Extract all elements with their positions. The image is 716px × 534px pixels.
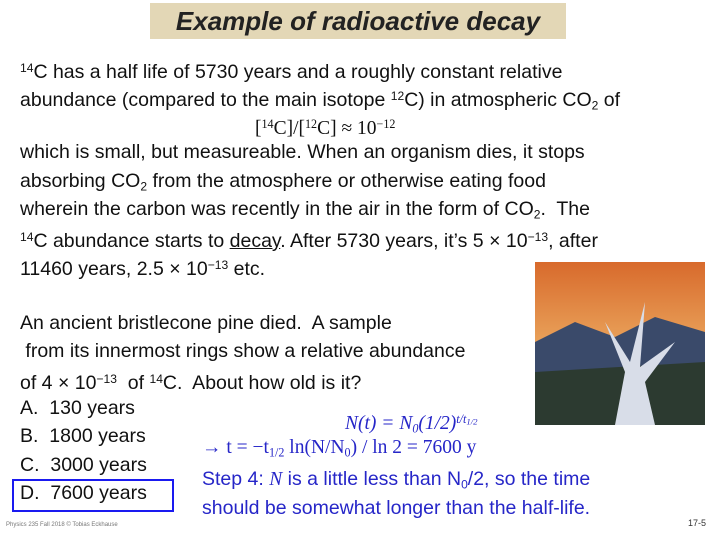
option-letter: D.: [20, 482, 40, 504]
option-text: 3000 years: [50, 454, 147, 476]
text-line: abundance (compared to the main isotope …: [20, 82, 620, 120]
text: etc.: [228, 258, 266, 281]
text: 2: [533, 207, 541, 222]
text: 14: [20, 61, 34, 75]
text: −13: [207, 258, 229, 272]
title: Example of radioactive decay: [175, 6, 541, 36]
text: 11460 years, 2.5 × 10: [20, 258, 208, 281]
text: C]/[: [273, 118, 305, 140]
text: −13: [96, 372, 117, 386]
title-banner: [150, 3, 566, 39]
text-line: 11460 years, 2.5 × 10−13 etc.: [20, 251, 265, 283]
text: of 4 × 10: [20, 372, 97, 395]
text: → t = −t: [202, 437, 269, 458]
text: . After 5730 years, it’s 5 × 10: [280, 230, 528, 253]
text-line: An ancient bristlecone pine died. A samp…: [20, 309, 392, 337]
text: 1/2: [268, 445, 285, 460]
option-letter: C.: [20, 454, 40, 476]
text: [: [255, 118, 262, 140]
option: A. 130 years: [20, 394, 135, 422]
text: absorbing CO: [20, 170, 141, 192]
formula: → t = −t1/2 ln(N/N0) / ln 2 = 7600 y: [202, 434, 476, 467]
text: 0: [461, 477, 468, 492]
formula: N(t) = N0(1/2)t/t1/2: [345, 405, 478, 443]
option: B. 1800 years: [20, 422, 146, 450]
text: 2: [140, 179, 148, 194]
text-line: absorbing CO2 from the atmosphere or oth…: [20, 167, 546, 201]
text: C) in atmospheric CO: [404, 89, 592, 112]
text: 0: [412, 421, 419, 436]
text: 1/2: [466, 416, 478, 427]
option-text: 130 years: [49, 397, 135, 419]
text: 0: [344, 445, 351, 460]
text: of: [598, 89, 621, 112]
text: C] ≈ 10: [317, 118, 377, 140]
text: N(t) = N: [345, 413, 413, 435]
text-line: from its innermost rings show a relative…: [20, 337, 465, 365]
text-line: should be somewhat longer than the half-…: [202, 494, 590, 522]
text: 14: [20, 230, 34, 244]
text: 2: [591, 98, 599, 113]
text-line: wherein the carbon was recently in the a…: [20, 195, 590, 229]
text: from its innermost rings show a relative…: [20, 340, 466, 362]
text: 12: [305, 117, 318, 131]
text: t/t: [456, 412, 467, 426]
option-letter: B.: [20, 425, 39, 447]
option: C. 3000 years: [20, 451, 147, 479]
text: 12: [390, 89, 405, 103]
bristlecone-pine-photo: [535, 262, 705, 425]
text: 14: [261, 117, 274, 131]
text: −12: [376, 117, 396, 131]
text-line: 14C abundance starts to decay. After 573…: [20, 223, 598, 255]
option-text: 1800 years: [49, 425, 146, 447]
text-line: Step 4: N is a little less than N0/2, so…: [202, 465, 590, 499]
option: D. 7600 years: [20, 479, 147, 507]
text: /2, so the time: [467, 468, 591, 490]
text-line: of 4 × 10−13 of 14C. About how old is it…: [20, 365, 361, 397]
text: C has a half life of 5730 years and a ro…: [33, 61, 563, 84]
page-number: 17-5: [687, 518, 706, 528]
option-text: 7600 years: [50, 482, 147, 504]
text: C abundance starts to: [33, 230, 230, 253]
text: is a little less than N: [282, 468, 462, 490]
text: Step 4:: [202, 468, 270, 490]
text: ) / ln 2 = 7600 y: [350, 437, 477, 458]
text: decay: [229, 230, 281, 253]
text: which is small, but measureable. When an…: [20, 141, 585, 163]
text: wherein the carbon was recently in the a…: [20, 198, 534, 220]
text: should be somewhat longer than the half-…: [202, 497, 591, 519]
text: (1/2): [418, 413, 457, 435]
text: An ancient bristlecone pine died. A samp…: [20, 312, 392, 334]
text: from the atmosphere or otherwise eating …: [147, 170, 546, 192]
answer-highlight: [12, 479, 174, 512]
text: , after: [548, 230, 598, 253]
text-line: [14C]/[12C] ≈ 10−12: [255, 110, 395, 143]
text: abundance (compared to the main isotope: [20, 89, 391, 112]
text: 14: [149, 372, 163, 386]
text: −13: [527, 230, 549, 244]
text: . The: [540, 198, 590, 220]
text: of: [116, 372, 150, 395]
footer-left: Physics 235 Fall 2018 © Tobias Eckhause: [6, 522, 118, 528]
text: C. About how old is it?: [162, 372, 362, 395]
option-letter: A.: [20, 397, 39, 419]
text-line: 14C has a half life of 5730 years and a …: [20, 54, 562, 86]
text: ln(N/N: [284, 437, 345, 458]
text-line: which is small, but measureable. When an…: [20, 138, 585, 166]
text: N: [269, 469, 283, 490]
